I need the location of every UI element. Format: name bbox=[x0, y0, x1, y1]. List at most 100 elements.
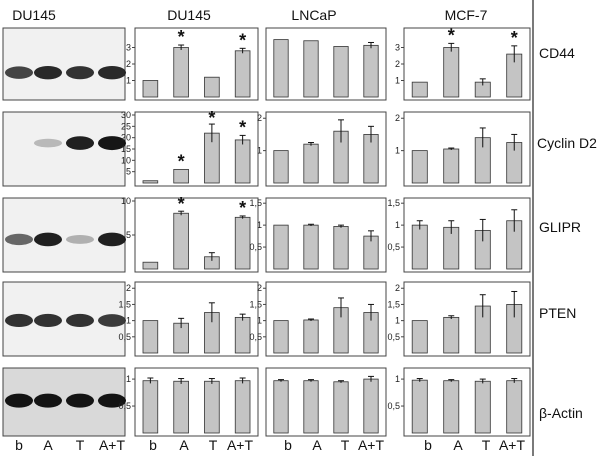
mcf7-x-label-b: b bbox=[424, 437, 432, 453]
bar bbox=[234, 50, 251, 98]
bar bbox=[204, 380, 220, 434]
bar bbox=[273, 150, 289, 184]
blot-band bbox=[98, 393, 126, 408]
bar bbox=[411, 320, 428, 354]
bar bbox=[142, 261, 159, 270]
bar bbox=[303, 40, 319, 98]
bar bbox=[443, 316, 460, 354]
chart-lncap--actin bbox=[265, 367, 387, 437]
y-tick-label: 0,5 bbox=[118, 401, 131, 411]
blot-band bbox=[34, 65, 62, 80]
chart-lncap-pten: 0,5 1 1,5 2 bbox=[249, 281, 387, 357]
western-blots bbox=[2, 27, 126, 437]
y-tick-label: 2 bbox=[126, 59, 131, 69]
y-tick-label: 5 bbox=[126, 167, 131, 177]
blot-x-label-t: T bbox=[76, 437, 85, 453]
significance-asterisk: * bbox=[178, 194, 185, 214]
bar bbox=[142, 180, 159, 184]
blot-band bbox=[98, 65, 126, 80]
bar bbox=[204, 76, 220, 98]
bar bbox=[173, 380, 189, 434]
bar bbox=[474, 380, 491, 434]
y-tick-label: 0,5 bbox=[387, 332, 400, 342]
y-tick-label: 10 bbox=[121, 155, 131, 165]
du145-x-label-b: b bbox=[149, 437, 157, 453]
du145-x-label-t: T bbox=[209, 437, 218, 453]
column-title-blot: DU145 bbox=[12, 7, 56, 23]
bar bbox=[273, 224, 289, 270]
y-tick-label: 5 bbox=[126, 230, 131, 240]
blot-band bbox=[5, 393, 33, 408]
row-label-beta-actin: β-Actin bbox=[539, 405, 583, 421]
y-tick-label: 2 bbox=[257, 113, 262, 123]
chart-mcf-7-cyclin-d2: 12 bbox=[395, 111, 531, 187]
chart-mcf-7-glipr: 0,5 1 1,5 bbox=[387, 197, 531, 273]
chart-du145-cd44: 1 2 3 * * bbox=[126, 27, 259, 101]
bar bbox=[273, 380, 289, 434]
y-tick-label: 1 bbox=[395, 374, 400, 384]
y-tick-label: 1 bbox=[126, 316, 131, 326]
y-tick-label: 1 bbox=[395, 146, 400, 156]
bar bbox=[303, 380, 319, 434]
blot-band bbox=[98, 314, 126, 327]
y-tick-label: 1,5 bbox=[387, 299, 400, 309]
column-title-du145: DU145 bbox=[167, 7, 211, 23]
bar bbox=[333, 226, 349, 270]
y-tick-label: 1,5 bbox=[118, 299, 131, 309]
row-label-cyclin-d2: Cyclin D2 bbox=[537, 135, 597, 151]
bar bbox=[173, 212, 189, 270]
y-tick-label: 1 bbox=[257, 146, 262, 156]
blot-band bbox=[34, 232, 62, 247]
lncap-x-label-a-plus-t: A+T bbox=[358, 437, 385, 453]
blot-x-label-b: b bbox=[15, 437, 23, 453]
bar bbox=[303, 143, 319, 184]
y-tick-label: 1 bbox=[257, 220, 262, 230]
bar bbox=[506, 380, 523, 434]
blot-band bbox=[34, 138, 62, 148]
blot-x-label-a-plus-t: A+T bbox=[99, 437, 126, 453]
blot-band bbox=[98, 136, 126, 151]
row-label-cd44: CD44 bbox=[539, 45, 575, 61]
bar bbox=[142, 80, 159, 98]
bar bbox=[443, 148, 460, 184]
bar bbox=[443, 380, 460, 434]
y-tick-label: 0,5 bbox=[387, 401, 400, 411]
lncap-x-label-t: T bbox=[341, 437, 350, 453]
y-tick-label: 0,5 bbox=[249, 242, 262, 252]
row-label-glipr: GLIPR bbox=[539, 219, 581, 235]
y-tick-label: 2 bbox=[257, 283, 262, 293]
y-tick-label: 15 bbox=[121, 144, 131, 154]
bar bbox=[234, 380, 251, 434]
chart-mcf-7-cd44: 1 2 3 * * bbox=[395, 25, 531, 101]
y-tick-label: 1,5 bbox=[249, 198, 262, 208]
bar bbox=[142, 380, 159, 434]
y-tick-label: 1 bbox=[395, 76, 400, 86]
y-tick-label: 0,5 bbox=[387, 242, 400, 252]
bar bbox=[234, 139, 251, 184]
blot-band bbox=[66, 136, 94, 150]
y-tick-label: 1,5 bbox=[387, 198, 400, 208]
bar bbox=[333, 46, 349, 98]
bar bbox=[411, 81, 428, 98]
row-label-pten: PTEN bbox=[539, 305, 576, 321]
blot-band bbox=[5, 66, 33, 79]
significance-asterisk: * bbox=[239, 117, 246, 137]
bar bbox=[273, 320, 289, 354]
lncap-x-label-a: A bbox=[312, 437, 322, 453]
blot-x-label-a: A bbox=[43, 437, 53, 453]
y-tick-label: 10 bbox=[121, 196, 131, 206]
bar bbox=[443, 47, 460, 98]
bar bbox=[333, 381, 349, 434]
significance-asterisk: * bbox=[178, 151, 185, 171]
bar bbox=[363, 44, 379, 98]
blot-band bbox=[98, 232, 126, 247]
bar bbox=[411, 224, 428, 270]
y-tick-label: 2 bbox=[126, 283, 131, 293]
blot-band bbox=[34, 313, 62, 328]
blot-band bbox=[34, 393, 62, 408]
du145-x-label-a: A bbox=[179, 437, 189, 453]
chart-lncap-cyclin-d2: 12 bbox=[257, 111, 387, 187]
blot-band bbox=[66, 66, 94, 80]
